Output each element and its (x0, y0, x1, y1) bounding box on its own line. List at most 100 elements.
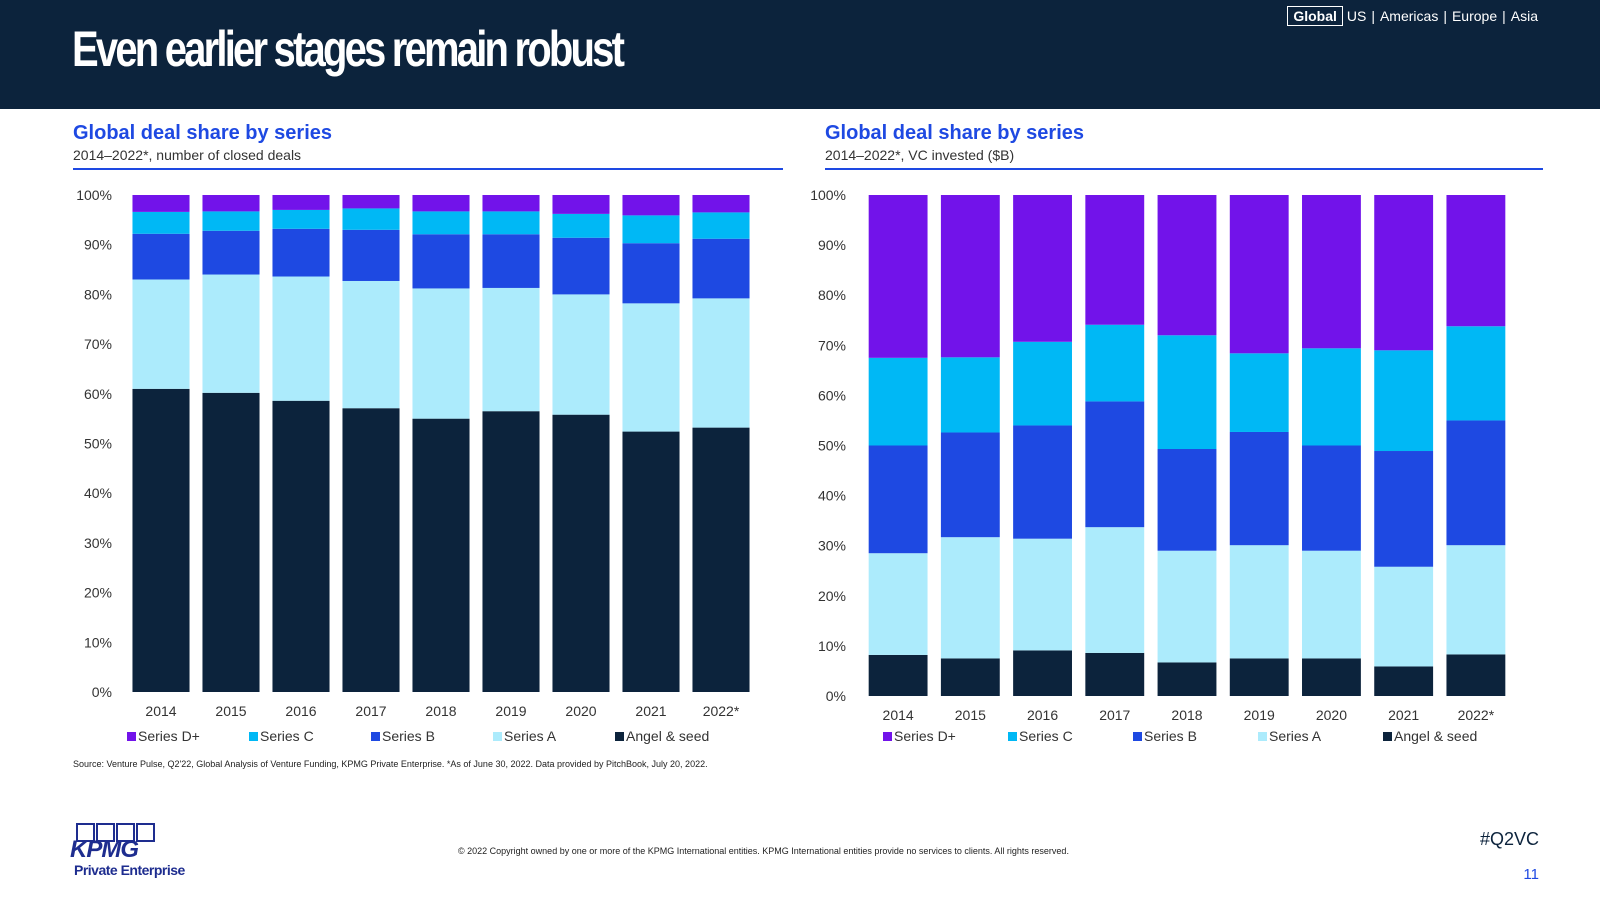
bar-segment-angel-seed (552, 414, 610, 692)
x-tick-label: 2015 (215, 703, 246, 719)
bar-segment-series-c (1446, 326, 1506, 421)
legend-swatch (1133, 732, 1142, 741)
bar-segment-series-a (342, 280, 400, 409)
bar-segment-angel-seed (622, 431, 680, 692)
y-tick-label: 90% (818, 237, 846, 253)
x-tick-label: 2020 (565, 703, 596, 719)
y-tick-label: 40% (818, 488, 846, 504)
legend-swatch (1383, 732, 1392, 741)
bar-segment-series-a (1085, 527, 1145, 653)
bar-segment-series-a (482, 287, 540, 412)
bar-segment-series-a (622, 303, 680, 432)
bar-segment-series-a (1446, 545, 1506, 655)
bar-segment-series-d- (1085, 195, 1145, 325)
bar-segment-series-d- (1229, 195, 1289, 354)
bar-segment-series-b (1302, 445, 1361, 551)
bar-segment-series-a (692, 298, 750, 428)
bar-segment-series-d- (1013, 195, 1072, 342)
bar-segment-series-c (272, 209, 330, 229)
copyright-note: © 2022 Copyright owned by one or more of… (458, 846, 1069, 856)
bar-segment-series-c (1157, 335, 1217, 450)
y-tick-label: 0% (92, 684, 112, 700)
x-tick-label: 2015 (955, 707, 986, 723)
bar-segment-angel-seed (482, 411, 540, 692)
bar-segment-series-c (1302, 348, 1361, 446)
right-chart-title: Global deal share by series (825, 122, 1085, 144)
y-tick-label: 70% (84, 336, 112, 352)
x-tick-label: 2017 (1099, 707, 1130, 723)
bar-segment-series-c (552, 213, 610, 238)
bar-segment-series-a (868, 553, 928, 655)
left-chart-panel: Global deal share by series 2014–2022*, … (73, 122, 783, 170)
y-tick-label: 50% (84, 436, 112, 452)
hashtag[interactable]: #Q2VC (1479, 829, 1539, 849)
left-chart-rule (73, 168, 783, 170)
bar-segment-series-b (1013, 425, 1072, 539)
legend-label: Series C (260, 728, 314, 744)
bar-segment-angel-seed (692, 427, 750, 692)
bar-segment-series-c (940, 357, 1000, 433)
y-tick-label: 90% (84, 237, 112, 253)
bar-segment-series-c (1085, 324, 1145, 402)
bar-segment-series-d- (868, 195, 928, 358)
bar-segment-series-c (132, 211, 190, 234)
legend-swatch (127, 732, 136, 741)
right-chart-rule (825, 168, 1543, 170)
bar-segment-series-c (342, 208, 400, 230)
bar-segment-series-d- (132, 195, 190, 212)
region-nav: Global US | Americas | Europe | Asia (1287, 6, 1538, 26)
bar-segment-series-c (868, 357, 928, 446)
x-tick-label: 2019 (495, 703, 526, 719)
bar-segment-series-b (1157, 449, 1217, 551)
bar-segment-angel-seed (1446, 654, 1506, 696)
x-tick-label: 2019 (1244, 707, 1275, 723)
bar-segment-series-d- (202, 195, 260, 212)
right-chart-panel: Global deal share by series 2014–2022*, … (825, 122, 1543, 170)
y-tick-label: 30% (84, 535, 112, 551)
bar-segment-series-c (482, 211, 540, 235)
region-tab-us[interactable]: US (1346, 8, 1367, 24)
header-bar: Even earlier stages remain robust Global… (0, 0, 1600, 109)
bar-segment-series-d- (342, 195, 400, 209)
bar-segment-series-a (202, 274, 260, 393)
page-title: Even earlier stages remain robust (72, 21, 625, 77)
legend-label: Angel & seed (626, 728, 709, 744)
bar-segment-series-b (272, 228, 330, 277)
region-tab-asia[interactable]: Asia (1510, 8, 1538, 24)
y-tick-label: 10% (818, 638, 846, 654)
left-chart-subtitle: 2014–2022*, number of closed deals (73, 147, 302, 163)
y-tick-label: 60% (84, 386, 112, 402)
bar-segment-series-d- (272, 195, 330, 210)
x-tick-label: 2017 (355, 703, 386, 719)
legend-swatch (1008, 732, 1017, 741)
bar-segment-series-b (1085, 401, 1145, 528)
bar-segment-angel-seed (1157, 662, 1217, 696)
bar-segment-series-b (132, 233, 190, 280)
region-tab-americas[interactable]: Americas (1379, 8, 1439, 24)
bar-segment-series-b (202, 230, 260, 275)
legend-swatch (249, 732, 258, 741)
bar-segment-series-b (1446, 420, 1506, 546)
legend-swatch (371, 732, 380, 741)
legend-label: Series B (1144, 728, 1197, 744)
bar-segment-angel-seed (272, 400, 330, 692)
bar-segment-series-a (1013, 538, 1072, 651)
legend-label: Series A (504, 728, 557, 744)
region-tab-global[interactable]: Global (1287, 6, 1343, 26)
bar-segment-series-c (202, 211, 260, 231)
bar-segment-series-b (412, 234, 470, 289)
legend-label: Series A (1269, 728, 1322, 744)
legend-swatch (1258, 732, 1267, 741)
x-tick-label: 2016 (1027, 707, 1058, 723)
legend-label: Series D+ (138, 728, 200, 744)
bar-segment-series-b (692, 238, 750, 299)
region-tab-europe[interactable]: Europe (1451, 8, 1498, 24)
bar-segment-series-a (940, 537, 1000, 659)
bar-segment-series-a (272, 276, 330, 401)
bar-segment-angel-seed (342, 408, 400, 692)
y-tick-label: 80% (818, 287, 846, 303)
y-tick-label: 20% (84, 585, 112, 601)
bar-segment-series-b (552, 237, 610, 295)
x-tick-label: 2022* (1458, 707, 1495, 723)
legend-swatch (493, 732, 502, 741)
